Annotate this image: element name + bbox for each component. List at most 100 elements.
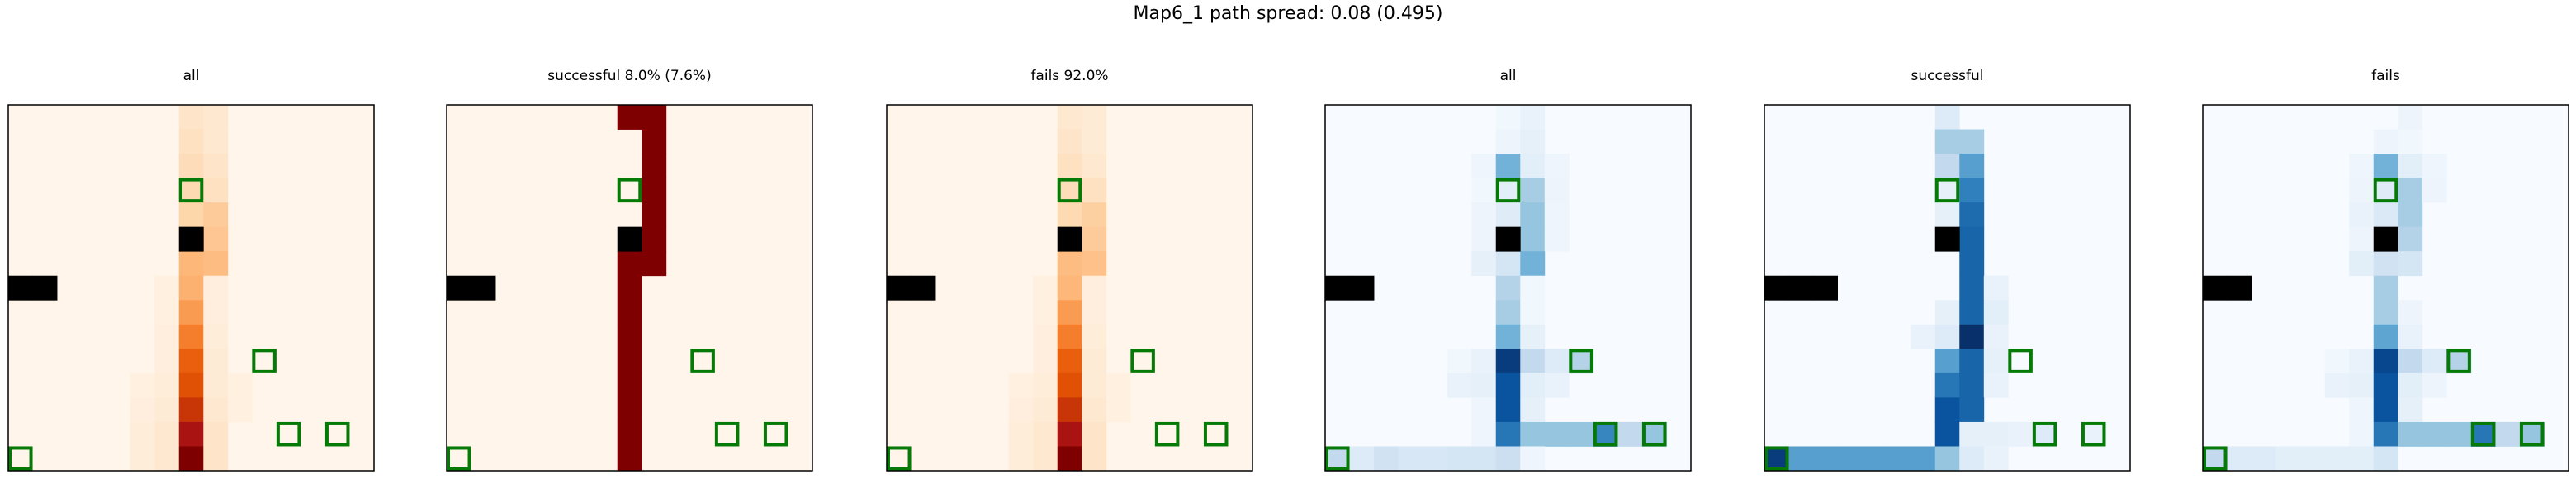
- goal-marker: [1764, 446, 1789, 472]
- heatmap-cell: [203, 275, 229, 301]
- obstacle-cell: [471, 275, 496, 301]
- heatmap-cell: [2373, 251, 2398, 277]
- goal-marker: [1057, 178, 1082, 203]
- obstacle-cell: [178, 226, 204, 252]
- heatmap-cell: [1471, 202, 1497, 228]
- heatmap-cell: [2349, 372, 2375, 398]
- obstacle-cell: [617, 226, 642, 252]
- heatmap-cell: [1544, 226, 1570, 252]
- heatmap-cell: [2324, 372, 2350, 398]
- heatmap-cell: [1033, 397, 1058, 423]
- heatmap-cell: [2398, 372, 2423, 398]
- goal-marker: [2081, 421, 2106, 447]
- heatmap-cell: [1495, 178, 1521, 203]
- heatmap-cell: [1934, 324, 1960, 349]
- heatmap-panel-6: fails: [2202, 68, 2569, 472]
- heatmap-cell: [1520, 226, 1546, 252]
- heatmap-cell: [1057, 129, 1082, 154]
- heatmap-cell: [2398, 202, 2423, 228]
- heatmap-cell: [1911, 446, 1936, 472]
- heatmap-cell: [1057, 349, 1082, 374]
- heatmap-cell: [1520, 349, 1546, 374]
- heatmap-cell: [1934, 372, 1960, 398]
- heatmap-cell: [2398, 154, 2423, 178]
- heatmap-cell: [1495, 372, 1521, 398]
- heatmap-cell: [154, 324, 180, 349]
- heatmap-cell: [617, 324, 642, 349]
- heatmap-cell: [1495, 251, 1521, 277]
- heatmap-cell: [1520, 324, 1546, 349]
- heatmap-cell: [1520, 178, 1546, 203]
- heatmap-cell: [1544, 349, 1570, 374]
- heatmap-cell: [2495, 421, 2521, 447]
- heatmap-cell: [1495, 105, 1521, 130]
- obstacle-cell: [8, 275, 33, 301]
- figure-title: Map6_1 path spread: 0.08 (0.495): [1133, 3, 1443, 24]
- obstacle-cell: [1325, 275, 1350, 301]
- heatmap-cell: [1934, 202, 1960, 228]
- goal-marker: [276, 421, 301, 447]
- obstacle-cell: [1934, 226, 1960, 252]
- heatmap-cell: [1983, 275, 2009, 301]
- heatmap-cell: [2373, 372, 2398, 398]
- heatmap-cell: [2398, 251, 2423, 277]
- heatmap-cell: [2373, 349, 2398, 374]
- heatmap-cell: [227, 372, 253, 398]
- heatmap-cell: [203, 372, 229, 398]
- heatmap-cell: [2446, 421, 2472, 447]
- heatmap-cell: [1471, 372, 1497, 398]
- heatmap-cell: [2349, 251, 2375, 277]
- heatmap-cell: [1106, 372, 1131, 398]
- heatmap-cell: [1008, 446, 1034, 472]
- heatmap-cell: [203, 226, 229, 252]
- heatmap-cell: [178, 178, 204, 203]
- obstacle-cell: [1495, 226, 1521, 252]
- heatmap-cell: [1959, 251, 1985, 277]
- heatmap-cell: [1008, 372, 1034, 398]
- heatmap-cell: [1544, 202, 1570, 228]
- heatmap-cell: [1057, 300, 1082, 325]
- obstacle-cell: [2203, 275, 2228, 301]
- heatmap-cell: [178, 324, 204, 349]
- heatmap-cell: [154, 446, 180, 472]
- heatmap-cell: [1082, 300, 1107, 325]
- heatmap-cell: [2519, 421, 2545, 447]
- heatmap-cell: [203, 129, 229, 154]
- heatmap-cell: [203, 421, 229, 447]
- heatmap-cell: [1082, 446, 1107, 472]
- heatmap-cell: [1544, 372, 1570, 398]
- goal-marker: [324, 421, 350, 447]
- goal-marker: [887, 446, 912, 472]
- heatmap-cell: [203, 397, 229, 423]
- heatmap-cell: [1934, 178, 1960, 203]
- heatmap-cell: [2203, 446, 2228, 472]
- heatmap-cell: [154, 372, 180, 398]
- panel-frame: [1764, 104, 2131, 472]
- heatmap-cell: [1959, 129, 1985, 154]
- heatmap-cell: [1520, 202, 1546, 228]
- heatmap-cell: [1837, 446, 1863, 472]
- goal-marker: [2032, 421, 2057, 447]
- heatmap-cell: [2349, 349, 2375, 374]
- heatmap-cell: [2422, 349, 2447, 374]
- heatmap-cell: [1447, 446, 1472, 472]
- heatmap-cell: [1082, 275, 1107, 301]
- heatmap-cell: [2373, 421, 2398, 447]
- heatmap-cell: [1959, 178, 1985, 203]
- obstacle-cell: [2373, 226, 2398, 252]
- heatmap-cell: [642, 178, 667, 203]
- obstacle-cell: [2227, 275, 2252, 301]
- heatmap-cell: [617, 275, 642, 301]
- heatmap-cell: [2398, 397, 2423, 423]
- heatmap-cell: [178, 251, 204, 277]
- heatmap-cell: [1520, 154, 1546, 178]
- heatmap-cell: [2349, 178, 2375, 203]
- heatmap-cell: [2324, 446, 2350, 472]
- goal-marker: [2446, 349, 2471, 373]
- heatmap-cell: [1082, 129, 1107, 154]
- heatmap-cell: [1959, 324, 1985, 349]
- heatmap-cell: [1495, 202, 1521, 228]
- heatmap-cell: [1495, 154, 1521, 178]
- obstacle-cell: [1057, 226, 1082, 252]
